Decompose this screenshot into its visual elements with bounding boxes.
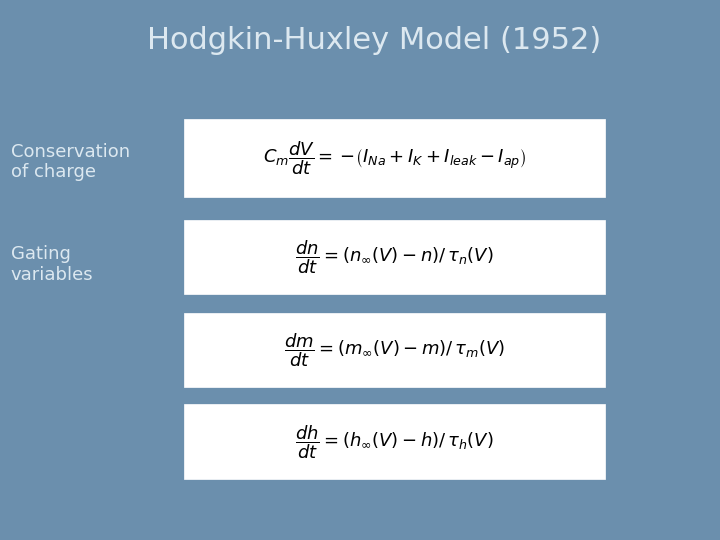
Text: Hodgkin-Huxley Model (1952): Hodgkin-Huxley Model (1952) [148,26,601,55]
Text: $\dfrac{dh}{dt} = \left(h_{\infty}(V) - h\right)/\, \tau_h(V)$: $\dfrac{dh}{dt} = \left(h_{\infty}(V) - … [295,423,493,461]
FancyBboxPatch shape [184,220,605,294]
Text: $\dfrac{dm}{dt} = \left(m_{\infty}(V) - m\right)/\, \tau_m(V)$: $\dfrac{dm}{dt} = \left(m_{\infty}(V) - … [284,331,505,369]
FancyBboxPatch shape [184,119,605,197]
Text: $\dfrac{dn}{dt} = \left(n_{\infty}(V) - n\right)/\, \tau_n(V)$: $\dfrac{dn}{dt} = \left(n_{\infty}(V) - … [295,238,493,276]
FancyBboxPatch shape [184,313,605,387]
Text: Conservation
of charge: Conservation of charge [11,143,130,181]
Text: Gating
variables: Gating variables [11,245,94,284]
FancyBboxPatch shape [184,404,605,479]
Text: $C_m \dfrac{dV}{dt} = -\!\left(I_{Na} + I_K + I_{leak} - I_{ap}\right)$: $C_m \dfrac{dV}{dt} = -\!\left(I_{Na} + … [263,139,526,177]
